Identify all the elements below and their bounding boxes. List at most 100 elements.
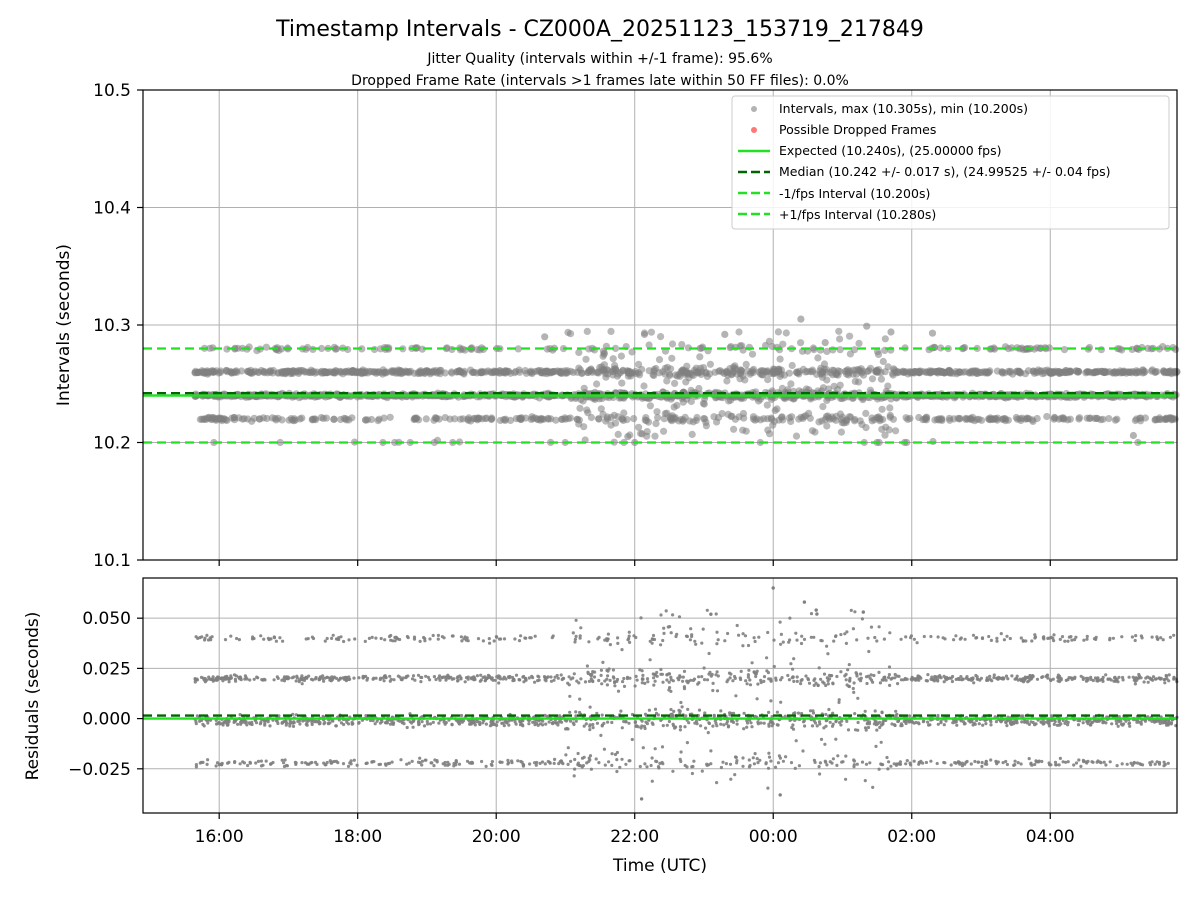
- interval-point: [688, 430, 696, 438]
- interval-point: [290, 417, 298, 425]
- residual-point: [783, 714, 787, 718]
- residual-point: [498, 760, 502, 764]
- y-tick-label: 10.4: [93, 199, 131, 219]
- residual-point: [1161, 638, 1165, 642]
- residual-point: [310, 635, 314, 639]
- residual-point: [1115, 764, 1119, 768]
- residual-point: [1139, 676, 1143, 680]
- interval-point: [488, 414, 496, 422]
- interval-point: [815, 393, 823, 401]
- residual-point: [469, 722, 473, 726]
- interval-point: [774, 328, 783, 336]
- residual-point: [667, 719, 672, 724]
- residual-point: [1085, 637, 1089, 641]
- residual-point: [705, 763, 709, 768]
- interval-point: [663, 377, 671, 385]
- interval-point: [537, 415, 546, 423]
- residual-point: [538, 761, 542, 766]
- residual-point: [206, 758, 210, 762]
- interval-point: [881, 368, 889, 376]
- interval-point: [405, 369, 413, 377]
- residual-point: [1115, 722, 1119, 726]
- residual-point: [1019, 762, 1023, 766]
- interval-point: [203, 414, 211, 422]
- residual-point: [641, 673, 645, 678]
- residual-point: [728, 676, 732, 680]
- interval-point: [763, 401, 771, 409]
- residual-point: [495, 720, 499, 724]
- residual-point: [259, 634, 263, 638]
- interval-point: [889, 371, 897, 379]
- residual-point: [660, 745, 665, 749]
- residual-point: [1005, 762, 1010, 767]
- interval-point: [1097, 346, 1105, 354]
- interval-point: [614, 413, 622, 421]
- residual-point: [776, 761, 781, 765]
- residual-point: [428, 722, 433, 726]
- residual-point: [789, 761, 794, 765]
- residual-point: [660, 672, 665, 676]
- residual-point: [929, 634, 933, 639]
- residual-point: [497, 674, 501, 678]
- interval-point: [922, 368, 931, 376]
- residual-point: [887, 675, 891, 680]
- residual-point: [929, 759, 933, 763]
- residual-point: [654, 759, 658, 763]
- residual-point: [793, 766, 797, 771]
- residual-point: [707, 721, 712, 726]
- interval-point: [778, 413, 786, 421]
- residual-point: [748, 683, 753, 687]
- residual-point: [758, 758, 762, 762]
- residual-point: [1166, 761, 1170, 765]
- residual-point: [966, 677, 971, 682]
- interval-point: [809, 344, 818, 352]
- residual-point: [643, 681, 647, 686]
- residual-point: [250, 637, 255, 641]
- residual-point: [899, 724, 903, 728]
- residual-point: [391, 639, 395, 643]
- interval-point: [937, 415, 945, 424]
- residual-point: [893, 723, 897, 728]
- residual-point: [630, 737, 634, 742]
- interval-point: [735, 413, 743, 421]
- residual-point: [582, 724, 586, 728]
- residual-point: [1127, 722, 1131, 726]
- residual-point: [838, 721, 842, 725]
- interval-point: [611, 365, 620, 374]
- interval-point: [422, 415, 430, 423]
- residual-point: [1034, 759, 1038, 763]
- interval-point: [727, 371, 735, 379]
- residual-point: [423, 639, 427, 643]
- residual-point: [1057, 763, 1061, 767]
- interval-point: [779, 340, 787, 348]
- residual-point: [679, 750, 683, 754]
- residual-point: [533, 680, 537, 684]
- residual-point: [592, 675, 597, 679]
- residual-point: [886, 767, 890, 771]
- residual-point: [1163, 677, 1167, 682]
- interval-point: [305, 368, 313, 376]
- residual-point: [684, 714, 688, 718]
- interval-outlier-point: [797, 315, 805, 323]
- residual-point: [469, 761, 473, 765]
- interval-point: [841, 367, 849, 376]
- residual-point: [987, 634, 991, 639]
- residual-point: [792, 657, 796, 661]
- residual-point: [680, 705, 684, 709]
- residual-point: [773, 765, 778, 769]
- interval-point: [645, 341, 653, 349]
- interval-point: [692, 416, 700, 424]
- residual-point: [834, 737, 838, 741]
- interval-point: [1066, 415, 1074, 423]
- residual-point: [1013, 759, 1017, 763]
- residual-point: [285, 764, 289, 768]
- residual-point: [753, 639, 757, 644]
- residual-point: [513, 637, 517, 641]
- interval-point: [312, 416, 320, 424]
- interval-point: [661, 364, 669, 372]
- interval-point: [512, 367, 520, 376]
- interval-point: [393, 367, 401, 375]
- residual-point: [258, 722, 262, 726]
- residual-point: [380, 720, 384, 724]
- residual-point: [291, 724, 296, 729]
